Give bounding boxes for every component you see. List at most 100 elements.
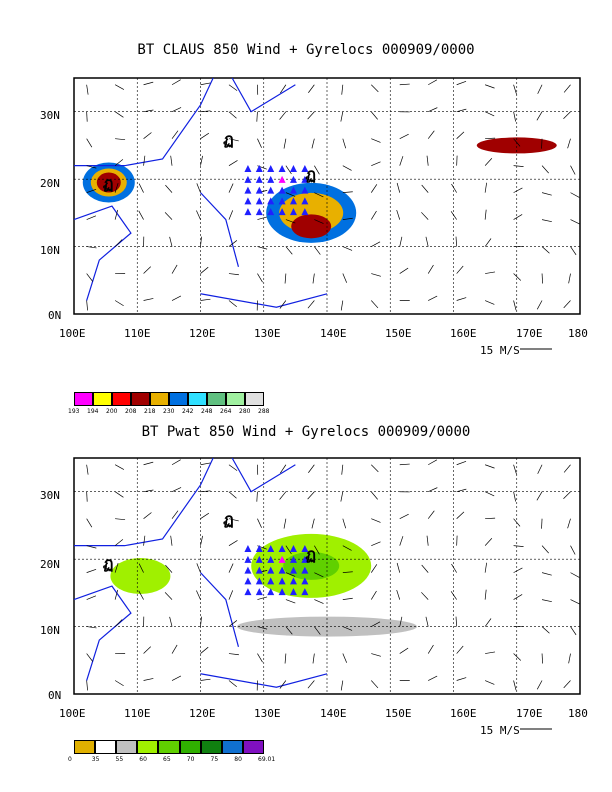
wind-arrow [171, 487, 182, 493]
wind-arrow [143, 132, 152, 139]
coastline [231, 77, 296, 113]
wind-arrow [86, 246, 97, 249]
wind-arrow [200, 490, 211, 493]
colorbar-swatch [116, 740, 138, 754]
wind-arrow [257, 518, 262, 528]
wind-arrow [399, 647, 409, 654]
wind-arrow [196, 563, 201, 573]
wind-arrow [484, 680, 495, 685]
wind-arrow [86, 518, 93, 528]
gyre-marker [289, 197, 297, 205]
panel2-lon-180: 180 [568, 707, 588, 720]
cloud-shading [476, 137, 557, 154]
gyre-marker [244, 566, 252, 574]
wind-arrow [371, 464, 379, 473]
wind-arrow [279, 491, 287, 500]
wind-arrow [427, 510, 435, 519]
wind-arrow [143, 266, 151, 274]
colorbar-swatch [169, 392, 188, 406]
wind-arrow [541, 545, 549, 554]
cloud-shading [96, 172, 121, 193]
gyre-marker [255, 545, 263, 553]
wind-arrow [200, 646, 209, 654]
wind-arrow [256, 111, 258, 122]
wind-arrow [138, 590, 144, 600]
gyre-marker [267, 545, 275, 553]
gyre-marker [301, 588, 309, 596]
panel1-lon-110e: 110E [124, 327, 151, 340]
wind-arrow [428, 79, 438, 86]
wind-arrow [200, 155, 203, 166]
wind-arrow [450, 211, 457, 220]
wind-arrow [196, 210, 201, 220]
wind-arrow [283, 138, 287, 149]
wind-arrow [536, 491, 543, 501]
wind-arrow [513, 567, 523, 573]
wind-arrow [399, 156, 404, 166]
wind-arrow [143, 646, 151, 654]
colorbar-label: 288 [258, 408, 270, 415]
panel1-lon-140e: 140E [320, 327, 347, 340]
wind-arrow [342, 246, 353, 251]
wind-arrow [257, 653, 263, 663]
wind-arrow [228, 563, 234, 573]
panel2-lon-150e: 150E [385, 707, 412, 720]
coastline [74, 457, 214, 547]
wind-arrow [541, 246, 550, 254]
colorbar-swatch [242, 740, 264, 754]
wind-arrow [399, 236, 403, 247]
wind-arrow [114, 589, 119, 600]
wind-arrow [143, 81, 154, 86]
panel1-lon-180: 180 [568, 327, 588, 340]
wind-arrow [114, 539, 124, 546]
wind-arrow [280, 464, 287, 474]
panel2-scale-label: 15 M/S [480, 724, 520, 737]
wind-arrow [342, 597, 353, 600]
wind-arrow [228, 653, 239, 656]
wind-arrow [456, 645, 464, 654]
wind-arrow [164, 212, 173, 220]
gyre-marker [301, 566, 309, 574]
wind-arrow [114, 562, 119, 573]
gyre-marker [289, 165, 297, 173]
wind-arrow [513, 594, 523, 600]
wind-arrow [570, 572, 580, 578]
panel1-colorbar [74, 392, 264, 406]
wind-arrow [114, 111, 124, 118]
wind-arrow [342, 273, 348, 283]
wind-arrow [513, 491, 516, 502]
wind-arrow [563, 464, 571, 473]
wind-arrow [370, 184, 378, 193]
gyre-marker [301, 165, 309, 173]
typhoon-symbol: ฏ [103, 174, 114, 193]
wind-arrow [257, 626, 268, 630]
wind-arrow [228, 183, 234, 193]
wind-arrow [340, 680, 344, 691]
wind-arrow [314, 165, 320, 175]
wind-arrow [541, 626, 550, 634]
coastline [200, 572, 240, 647]
gyre-marker [301, 545, 309, 553]
wind-arrow [114, 209, 119, 220]
wind-arrow [228, 160, 238, 166]
wind-arrow [257, 216, 268, 220]
gyre-marker [278, 577, 286, 585]
wind-arrow [200, 462, 211, 466]
gyre-marker [244, 588, 252, 596]
wind-arrow [169, 236, 173, 247]
wind-arrow [456, 297, 467, 301]
wind-arrow [170, 535, 173, 546]
wind-arrow [114, 239, 123, 247]
wind-arrow [280, 84, 287, 94]
panel1-scale-label: 15 M/S [480, 344, 520, 357]
wind-arrow [283, 518, 287, 529]
wind-arrow [86, 300, 88, 311]
wind-arrow [114, 182, 119, 193]
gyre-marker [301, 197, 309, 205]
wind-arrow [342, 165, 352, 171]
gyre-marker [278, 208, 286, 216]
wind-arrow [228, 273, 239, 276]
wind-arrow [421, 564, 429, 573]
gyre-marker [255, 577, 263, 585]
colorbar-swatch [158, 740, 180, 754]
